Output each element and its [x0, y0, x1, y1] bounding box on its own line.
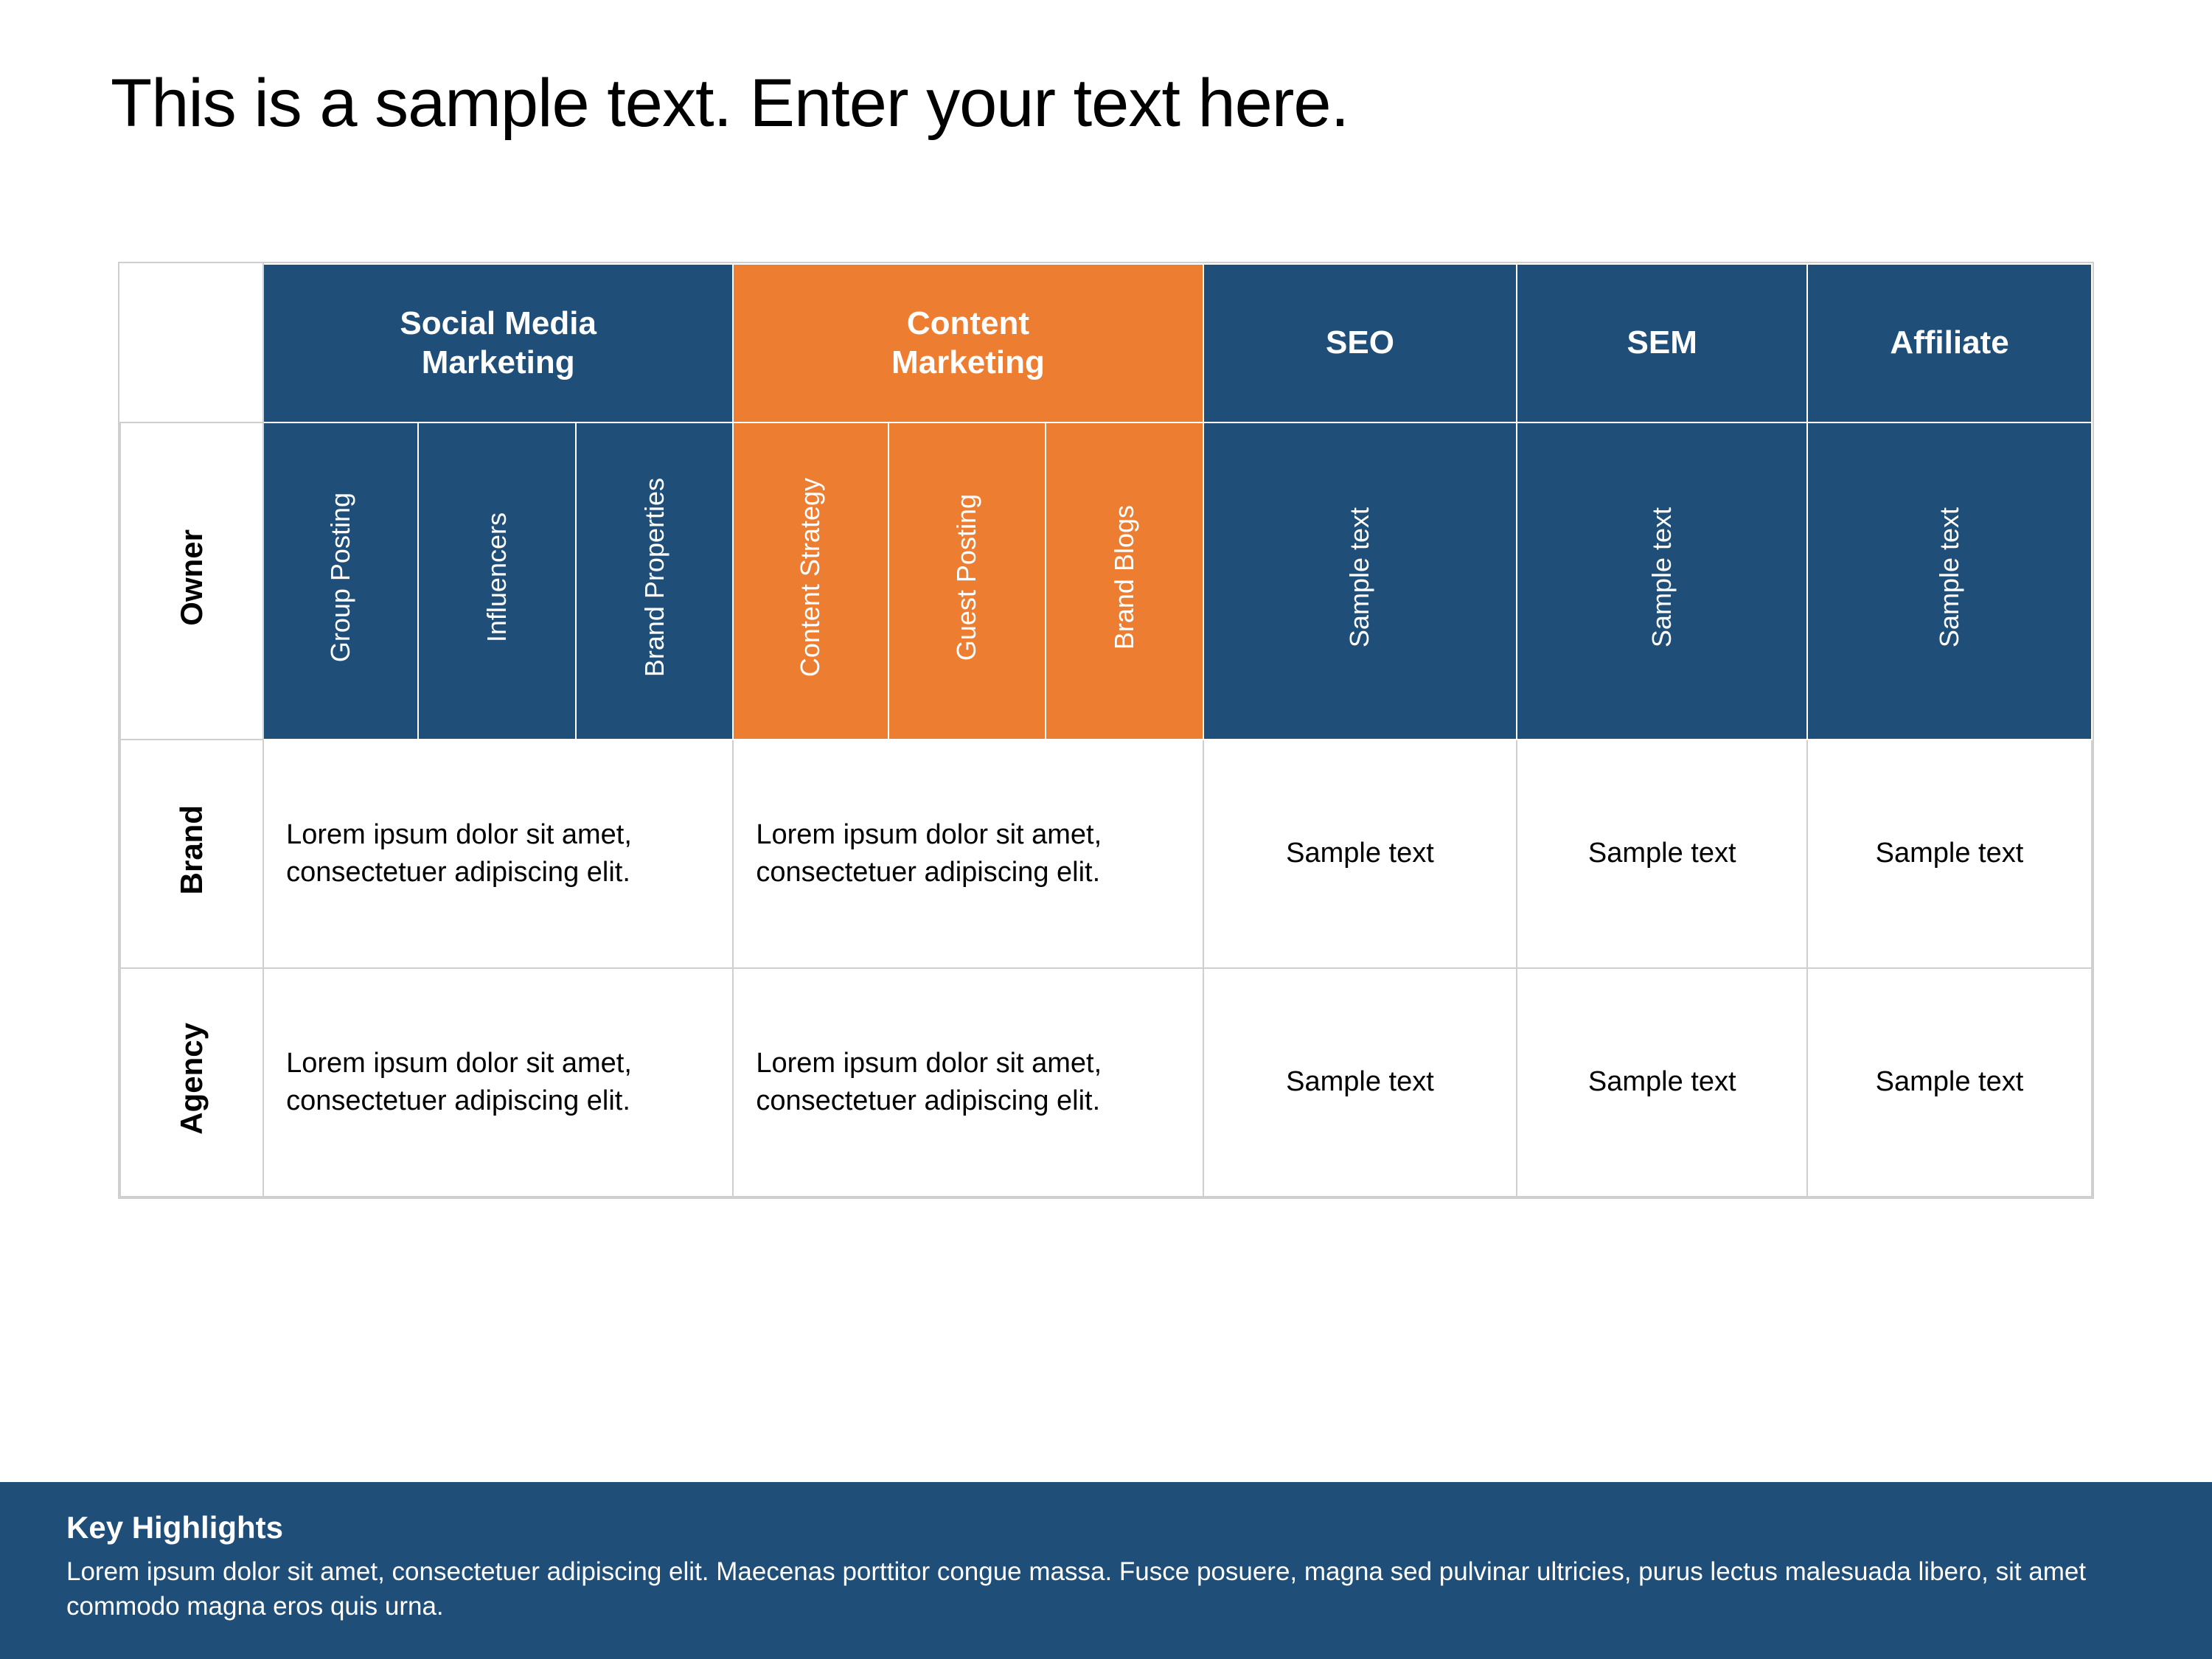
- table-header-row: Social Media Marketing Content Marketing…: [120, 264, 2092, 422]
- cell-agency-social: Lorem ipsum dolor sit amet, consectetuer…: [263, 968, 733, 1197]
- cell-agency-seo: Sample text: [1203, 968, 1517, 1197]
- header-social-media: Social Media Marketing: [263, 264, 733, 422]
- cell-brand-social: Lorem ipsum dolor sit amet, consectetuer…: [263, 740, 733, 968]
- row-label-agency: Agency: [120, 968, 263, 1197]
- sub-brand-properties: Brand Properties: [576, 422, 734, 740]
- cell-brand-content: Lorem ipsum dolor sit amet, consectetuer…: [733, 740, 1203, 968]
- row-label-brand: Brand: [120, 740, 263, 968]
- sub-affiliate: Sample text: [1807, 422, 2092, 740]
- footer-bar: Key Highlights Lorem ipsum dolor sit ame…: [0, 1482, 2212, 1659]
- header-content-marketing: Content Marketing: [733, 264, 1203, 422]
- cell-agency-content: Lorem ipsum dolor sit amet, consectetuer…: [733, 968, 1203, 1197]
- header-blank: [120, 264, 263, 422]
- cell-brand-sem: Sample text: [1517, 740, 1807, 968]
- cell-brand-affiliate: Sample text: [1807, 740, 2092, 968]
- table-subheader-row: Owner Group Posting Influencers Brand Pr…: [120, 422, 2092, 740]
- table-row-agency: Agency Lorem ipsum dolor sit amet, conse…: [120, 968, 2092, 1197]
- cell-agency-sem: Sample text: [1517, 968, 1807, 1197]
- page-title: This is a sample text. Enter your text h…: [111, 66, 1349, 141]
- cell-agency-affiliate: Sample text: [1807, 968, 2092, 1197]
- sub-seo: Sample text: [1203, 422, 1517, 740]
- header-sem: SEM: [1517, 264, 1807, 422]
- cell-brand-seo: Sample text: [1203, 740, 1517, 968]
- header-affiliate: Affiliate: [1807, 264, 2092, 422]
- header-seo: SEO: [1203, 264, 1517, 422]
- marketing-table: Social Media Marketing Content Marketing…: [118, 262, 2094, 1199]
- footer-title: Key Highlights: [66, 1510, 2146, 1545]
- sub-guest-posting: Guest Posting: [888, 422, 1046, 740]
- sub-group-posting: Group Posting: [263, 422, 418, 740]
- sub-influencers: Influencers: [418, 422, 575, 740]
- table-row-brand: Brand Lorem ipsum dolor sit amet, consec…: [120, 740, 2092, 968]
- sub-sem: Sample text: [1517, 422, 1807, 740]
- footer-body: Lorem ipsum dolor sit amet, consectetuer…: [66, 1554, 2146, 1624]
- sub-content-strategy: Content Strategy: [733, 422, 888, 740]
- sub-brand-blogs: Brand Blogs: [1046, 422, 1203, 740]
- row-header-owner: Owner: [120, 422, 263, 740]
